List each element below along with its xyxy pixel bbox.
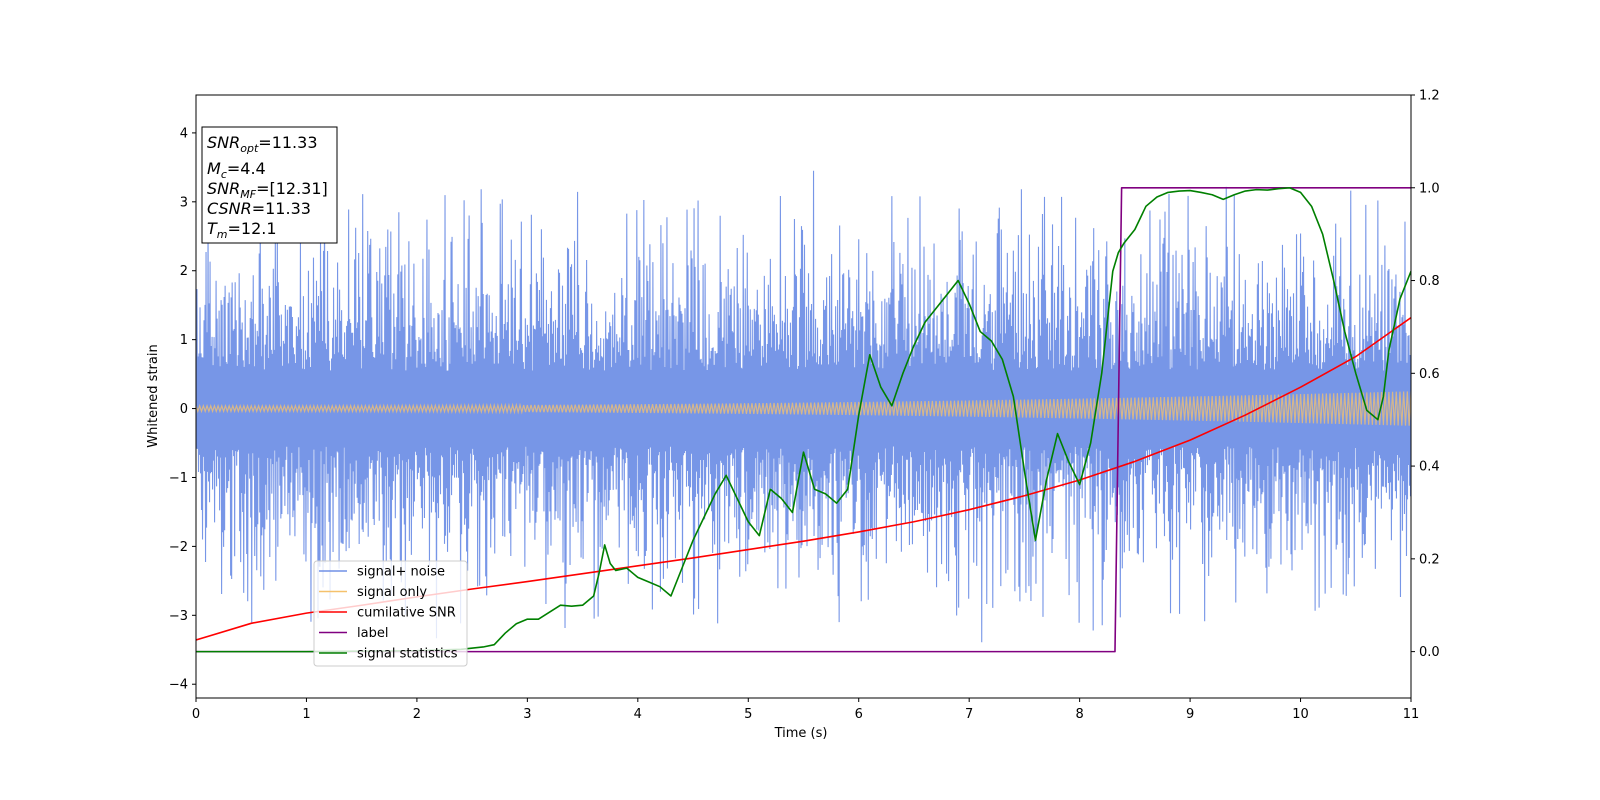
x-tick-label: 8 — [1075, 707, 1083, 722]
series-signal-only — [196, 391, 1411, 426]
x-tick-label: 2 — [413, 707, 421, 722]
y-tick-label: 2 — [180, 264, 188, 279]
info-box-line: CSNR=11.33 — [207, 199, 311, 218]
x-tick-label: 5 — [744, 707, 752, 722]
x-tick-label: 3 — [523, 707, 531, 722]
y-axis-right: 0.0 0.2 0.4 0.6 0.8 1.0 1.2 — [1411, 89, 1440, 660]
x-axis: 0 1 2 3 4 5 6 7 8 9 10 11 — [192, 698, 1419, 722]
series-signal-noise — [196, 170, 1411, 643]
y-tick-label: 1 — [180, 333, 188, 348]
line-signal-only — [196, 391, 1411, 426]
y-tick-label: 3 — [180, 195, 188, 210]
legend-label: signal statistics — [357, 647, 458, 662]
info-var: T — [207, 219, 218, 238]
info-var: SNR — [207, 179, 240, 198]
legend-label: cumilative SNR — [357, 606, 456, 621]
y2-tick-label: 0.0 — [1419, 645, 1440, 660]
info-value: =11.33 — [258, 133, 317, 152]
line-signal-statistics — [196, 186, 1411, 653]
y2-tick-label: 0.8 — [1419, 274, 1440, 289]
x-tick-label: 7 — [965, 707, 973, 722]
legend-frame — [313, 560, 468, 667]
info-value: =11.33 — [252, 199, 311, 218]
info-var: M — [207, 159, 221, 178]
y-tick-label: −3 — [169, 609, 188, 624]
legend-label: signal+ noise — [357, 565, 445, 580]
legend: signal+ noise signal only cumilative SNR la… — [313, 560, 468, 667]
info-box-line: Mc=4.4 — [207, 159, 266, 181]
x-tick-label: 1 — [302, 707, 310, 722]
plot-frame — [195, 94, 1412, 699]
y2-tick-label: 1.2 — [1419, 89, 1440, 104]
y2-tick-label: 0.6 — [1419, 367, 1440, 382]
info-subscript: opt — [240, 142, 259, 155]
y-axis-left: −4 −3 −2 −1 0 1 2 3 4 — [169, 126, 196, 693]
info-box-line: Tm=12.1 — [207, 219, 277, 241]
info-value: =[12.31] — [256, 179, 328, 198]
info-subscript: c — [221, 168, 227, 181]
y2-tick-label: 0.2 — [1419, 552, 1440, 567]
y-tick-label: 4 — [180, 126, 188, 141]
y2-tick-label: 0.4 — [1419, 460, 1440, 475]
info-box-line: SNRMF=[12.31] — [207, 179, 328, 201]
line-signal-noise — [196, 170, 1411, 643]
x-tick-label: 10 — [1292, 707, 1309, 722]
info-subscript: m — [217, 228, 228, 241]
x-tick-label: 4 — [634, 707, 642, 722]
x-tick-label: 0 — [192, 707, 200, 722]
y2-tick-label: 1.0 — [1419, 181, 1440, 196]
x-axis-label: Time (s) — [774, 726, 828, 741]
y-tick-label: −4 — [169, 678, 188, 693]
info-box-line: SNRopt=11.33 — [207, 133, 318, 155]
legend-label: signal only — [357, 585, 427, 600]
line-label — [196, 186, 1411, 653]
legend-label: label — [357, 626, 388, 641]
y-tick-label: 0 — [180, 402, 188, 417]
y-tick-label: −2 — [169, 540, 188, 555]
y-axis-label: Whitened strain — [146, 344, 161, 447]
info-value: =12.1 — [228, 219, 277, 238]
x-tick-label: 11 — [1403, 707, 1420, 722]
x-tick-label: 6 — [855, 707, 863, 722]
info-var: CSNR — [207, 199, 252, 218]
info-value: =4.4 — [227, 159, 266, 178]
info-box-frame — [201, 126, 338, 244]
y-tick-label: −1 — [169, 471, 188, 486]
info-subscript: MF — [240, 188, 256, 201]
info-var: SNR — [207, 133, 240, 152]
info-box: SNRopt=11.33Mc=4.4SNRMF=[12.31]CSNR=11.3… — [201, 126, 338, 244]
x-tick-label: 9 — [1186, 707, 1194, 722]
